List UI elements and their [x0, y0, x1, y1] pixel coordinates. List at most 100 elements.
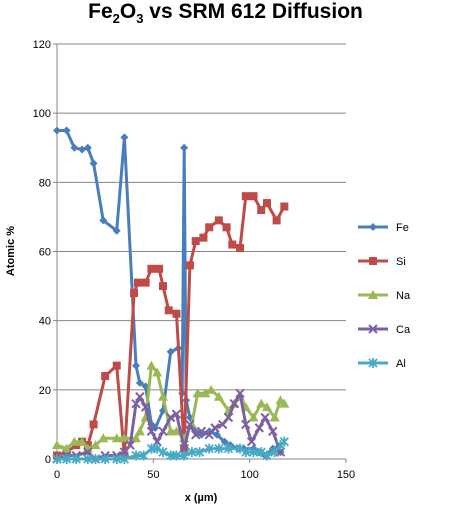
data-point-na-6: [98, 433, 109, 443]
data-point-ca-20: [196, 426, 207, 437]
data-point-fe-8: [120, 133, 129, 142]
chart-title: Fe2O3 vs SRM 612 Diffusion: [88, 0, 363, 27]
y-tick-label-0: 0: [45, 454, 51, 466]
data-point-na-16: [171, 426, 182, 436]
x-axis-title: x (µm): [185, 492, 218, 504]
data-point-al-18: [204, 443, 214, 454]
data-point-na-30: [269, 412, 280, 422]
data-point-al-22: [241, 447, 251, 458]
data-point-fe-24: [212, 430, 221, 439]
data-point-ca-26: [235, 388, 245, 398]
data-point-na-32: [279, 398, 290, 408]
data-point-si-22: [214, 216, 223, 225]
y-tick-label-2: 40: [39, 316, 51, 328]
data-point-al-25: [262, 450, 272, 461]
data-point-ca-28: [246, 437, 257, 447]
legend-marker-na: [368, 290, 378, 299]
data-point-si-21: [205, 223, 214, 232]
data-point-al-4: [90, 454, 101, 464]
data-point-ca-31: [268, 426, 278, 437]
legend-label-ca: Ca: [396, 324, 411, 336]
data-point-si-28: [257, 206, 266, 214]
legend-label-fe: Fe: [396, 222, 409, 234]
data-point-si-13: [155, 264, 164, 273]
data-point-al-24: [256, 447, 266, 458]
data-point-ca-9: [131, 398, 141, 409]
y-axis-title: Atomic %: [5, 226, 17, 276]
data-point-al-12: [158, 447, 168, 458]
data-point-na-29: [262, 402, 273, 412]
x-tick-label-1: 50: [147, 469, 159, 481]
legend-label-si: Si: [396, 256, 406, 268]
data-point-na-19: [192, 388, 203, 398]
x-tick-label-2: 100: [240, 469, 258, 481]
data-point-na-14: [157, 391, 168, 401]
data-point-si-26: [241, 192, 250, 201]
data-point-al-7: [119, 454, 130, 464]
data-point-si-20: [199, 233, 208, 242]
legend-marker-al: [368, 358, 378, 368]
series-si: [53, 192, 289, 460]
data-point-si-12: [147, 264, 156, 273]
data-point-al-28: [279, 436, 289, 447]
data-point-na-2: [69, 436, 80, 446]
data-point-ca-14: [158, 426, 168, 437]
data-point-na-7: [111, 433, 122, 443]
data-point-si-16: [172, 309, 181, 318]
y-tick-label-3: 60: [39, 247, 51, 259]
legend-item-si: Si: [358, 256, 406, 268]
data-point-si-6: [101, 372, 110, 380]
data-point-na-21: [206, 384, 217, 394]
data-point-ca-3: [83, 447, 93, 457]
x-tick-label-0: 0: [54, 469, 60, 481]
data-point-fe-5: [89, 159, 98, 168]
legend-marker-fe: [369, 223, 377, 231]
data-point-ca-12: [146, 426, 157, 437]
legend-item-ca: Ca: [358, 324, 411, 336]
data-point-na-0: [52, 440, 62, 450]
data-point-al-19: [214, 443, 224, 454]
data-point-ca-25: [229, 398, 239, 409]
data-point-ca-19: [191, 430, 201, 440]
data-point-fe-6: [99, 216, 108, 225]
data-point-fe-18: [180, 143, 189, 152]
legend-marker-si: [369, 257, 377, 265]
data-point-na-10: [134, 426, 145, 436]
data-point-si-9: [130, 289, 139, 297]
data-point-ca-15: [165, 412, 176, 423]
data-point-na-12: [146, 360, 157, 370]
legend-item-fe: Fe: [358, 222, 409, 234]
y-tick-label-1: 20: [39, 385, 51, 397]
data-point-al-8: [131, 450, 141, 461]
data-point-si-11: [141, 278, 150, 287]
data-point-si-31: [280, 202, 289, 211]
data-point-fe-25: [220, 437, 229, 446]
data-point-fe-15: [166, 347, 175, 356]
data-point-ca-16: [171, 409, 182, 419]
data-point-ca-30: [260, 412, 270, 423]
data-point-al-23: [248, 447, 259, 458]
legend: Fe Si Na Ca Al: [358, 222, 411, 370]
data-point-al-9: [139, 450, 149, 461]
legend-item-na: Na: [358, 290, 411, 302]
data-point-fe-4: [83, 143, 92, 152]
data-point-ca-18: [185, 419, 195, 430]
gridlines: [57, 43, 346, 391]
data-point-na-8: [119, 433, 130, 443]
legend-marker-ca: [368, 324, 378, 334]
data-point-fe-3: [78, 145, 87, 154]
data-point-ca-17: [179, 443, 189, 454]
data-point-si-23: [222, 223, 231, 232]
data-point-na-13: [152, 367, 163, 377]
y-tick-label-5: 100: [33, 108, 51, 120]
data-point-si-30: [272, 216, 281, 225]
data-point-si-14: [158, 282, 167, 291]
legend-item-al: Al: [358, 358, 406, 370]
data-point-al-11: [152, 443, 162, 454]
data-point-al-15: [179, 450, 189, 461]
data-point-si-25: [236, 244, 245, 253]
data-point-al-6: [112, 454, 122, 464]
data-point-ca-22: [210, 423, 220, 433]
data-point-al-21: [235, 443, 245, 454]
